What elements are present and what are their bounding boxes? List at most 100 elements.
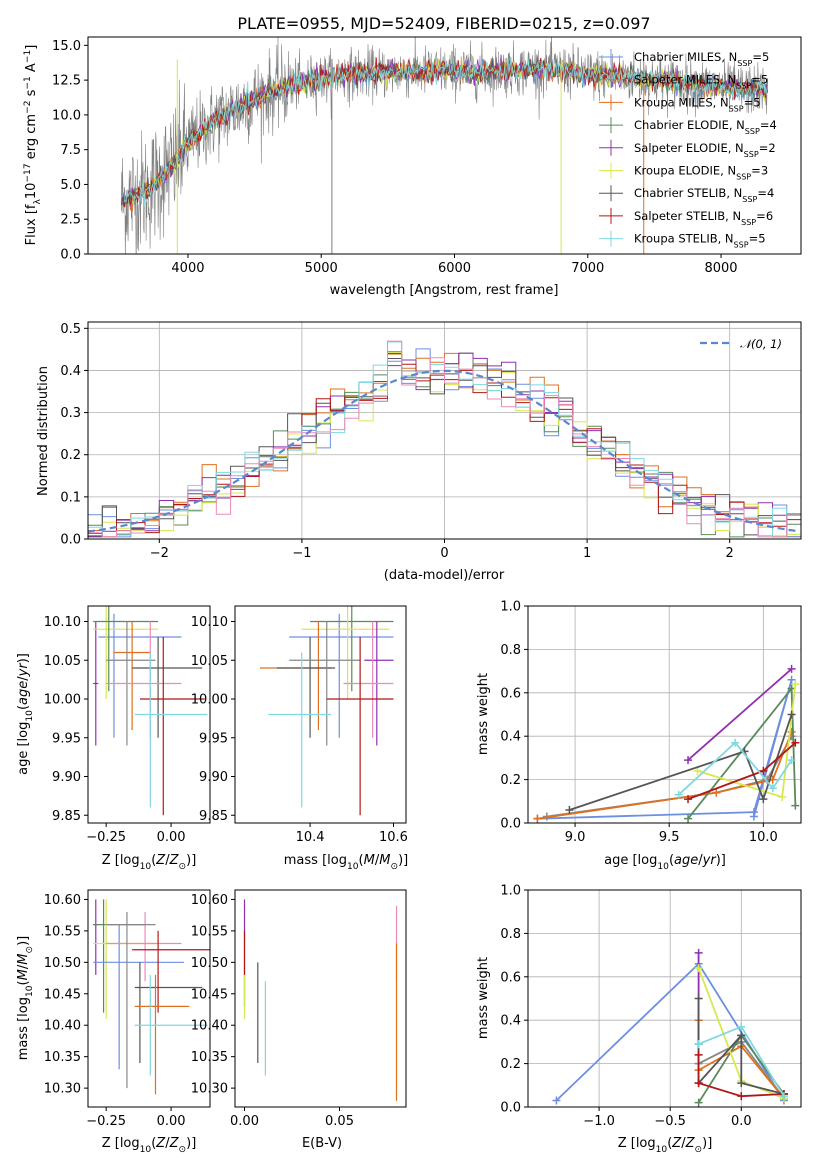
text-span: 10 (140, 862, 152, 872)
legend-n: , N (713, 95, 729, 109)
legend-sub: SSP (736, 172, 751, 181)
legend-n: , N (729, 118, 745, 132)
text-span: ( (151, 853, 156, 868)
mass-weight-point (694, 964, 703, 973)
axes-frame (87, 889, 211, 1108)
x-axis-label: E(B-V) (302, 1136, 342, 1151)
y-tick-label: 9.85 (199, 809, 228, 824)
legend-entry: Chabrier MILES, NSSP=5 (634, 50, 769, 68)
y-tick-label: 9.95 (199, 731, 228, 746)
axes-weight-vs-Z: −1.0 −0.5 0.0 0.0 0.2 0.4 0.6 0.8 1.0 (500, 884, 802, 1129)
text-span: / (16, 676, 31, 681)
axes-frame (527, 889, 802, 1108)
text-span: ( (669, 853, 674, 868)
axes-age-vs-Z: −0.25 0.00 9.85 9.90 9.95 10.00 10.05 10.10 (44, 605, 211, 845)
y-tick-label: 0.3 (60, 406, 81, 421)
text-span: M (379, 853, 390, 868)
text-span: −1 (23, 50, 33, 63)
mass-weight-point (737, 1022, 746, 1031)
text-span: Z (671, 1136, 682, 1151)
x-axis-label: age [log10(age/yr)] (604, 853, 726, 872)
x-tick-label: 0.00 (157, 1114, 186, 1129)
y-tick-label: 10.35 (191, 1050, 228, 1065)
legend-name: Kroupa ELODIE (634, 164, 720, 178)
y-axis-label: Normed distribution (36, 366, 51, 496)
x-tick-label: 1 (583, 546, 591, 561)
mass-weight-series-line (537, 679, 793, 820)
y-tick-label: 10.40 (191, 1019, 228, 1034)
text-span: ] (24, 45, 39, 50)
text-span: yr (16, 662, 31, 678)
y-tick-label: 10.55 (44, 924, 81, 939)
plot-area (120, 37, 769, 254)
y-tick-label: 10.45 (191, 987, 228, 1002)
plot-area (260, 606, 394, 816)
y-tick-label: 9.95 (52, 731, 81, 746)
y-tick-label: 10.55 (191, 924, 228, 939)
observed-spectrum-line (121, 37, 768, 254)
text-span: / (698, 853, 703, 868)
text-span: mass [log (16, 997, 31, 1060)
legend-entry: Kroupa ELODIE, NSSP=3 (634, 164, 768, 182)
text-span: / (16, 964, 31, 969)
legend-name: Salpeter ELODIE (634, 141, 728, 155)
text-span: 10 (24, 183, 39, 200)
mass-weight-point (759, 795, 768, 804)
mass-weight-point (791, 738, 800, 747)
axes-mass-vs-EBV: 0.00 0.05 10.30 10.35 10.40 10.45 10.50 10.55 10… (191, 889, 407, 1129)
plot-area (552, 948, 788, 1107)
mass-weight-point (684, 756, 693, 765)
text-span: 10 (656, 1145, 668, 1155)
axes-weight-vs-age: 9.0 9.5 10.0 0.0 0.2 0.4 0.6 0.8 1.0 (500, 600, 802, 845)
figure-title: PLATE=0955, MJD=52409, FIBERID=0215, z=0… (237, 14, 650, 33)
mass-weight-point (778, 792, 787, 801)
y-tick-label: 10.35 (44, 1050, 81, 1065)
mass-weight-point (787, 675, 796, 684)
y-tick-label: 0.8 (500, 643, 521, 658)
text-span: ( (16, 705, 31, 710)
text-span: ⊙ (179, 1145, 187, 1155)
legend-nssp: 5 (762, 50, 769, 64)
y-tick-label: 1.0 (500, 600, 521, 615)
text-span: )] (702, 1136, 712, 1151)
x-tick-label: 7000 (571, 261, 604, 276)
legend-sub: SSP (742, 195, 757, 204)
y-axis-label: age [log10(age/yr)] (16, 653, 35, 775)
x-axis-label: mass [log10(M/M⊙)] (284, 853, 408, 872)
legend-nssp: 4 (767, 186, 774, 200)
text-span: −2 (23, 101, 33, 114)
mass-weight-series-line (687, 668, 793, 761)
mass-weight-point (533, 814, 542, 823)
legend-n: , N (720, 164, 736, 178)
legend-nssp: 5 (761, 73, 768, 87)
y-tick-label: 7.5 (60, 143, 81, 158)
legend-name: Chabrier STELIB (634, 186, 726, 200)
legend-n: , N (728, 141, 744, 155)
y-tick-label: 10.30 (191, 1082, 228, 1097)
y-tick-label: 10.30 (44, 1082, 81, 1097)
y-axis-label: mass [log10(M/M⊙)] (16, 936, 35, 1060)
y-tick-label: 1.0 (500, 884, 521, 899)
y-axis-label: Flux [fλ10−17 erg cm−2 s−1 A−1] (23, 45, 43, 246)
mass-weight-point (552, 1096, 561, 1105)
text-span: ( (16, 980, 31, 985)
axes-frame (87, 36, 802, 255)
text-span: Z (155, 1136, 166, 1151)
text-span: 10 (347, 862, 359, 872)
text-span: Z [log (102, 1136, 140, 1151)
mass-weight-point (787, 756, 796, 765)
legend-eq: = (751, 73, 761, 87)
legend-entry: Chabrier ELODIE, NSSP=4 (634, 118, 777, 136)
legend-n: , N (718, 232, 734, 246)
legend-sub: SSP (729, 104, 744, 113)
y-tick-label: 0.2 (500, 773, 521, 788)
x-tick-label: −0.5 (654, 1114, 686, 1129)
text-span: ( (667, 1136, 672, 1151)
y-tick-label: 9.85 (52, 809, 81, 824)
x-tick-label: 4000 (171, 261, 204, 276)
y-tick-label: 0.0 (60, 533, 81, 548)
y-tick-label: 10.00 (191, 693, 228, 708)
mass-weight-point (779, 1092, 788, 1101)
text-span: )] (716, 853, 726, 868)
text-span: erg cm (24, 114, 39, 163)
